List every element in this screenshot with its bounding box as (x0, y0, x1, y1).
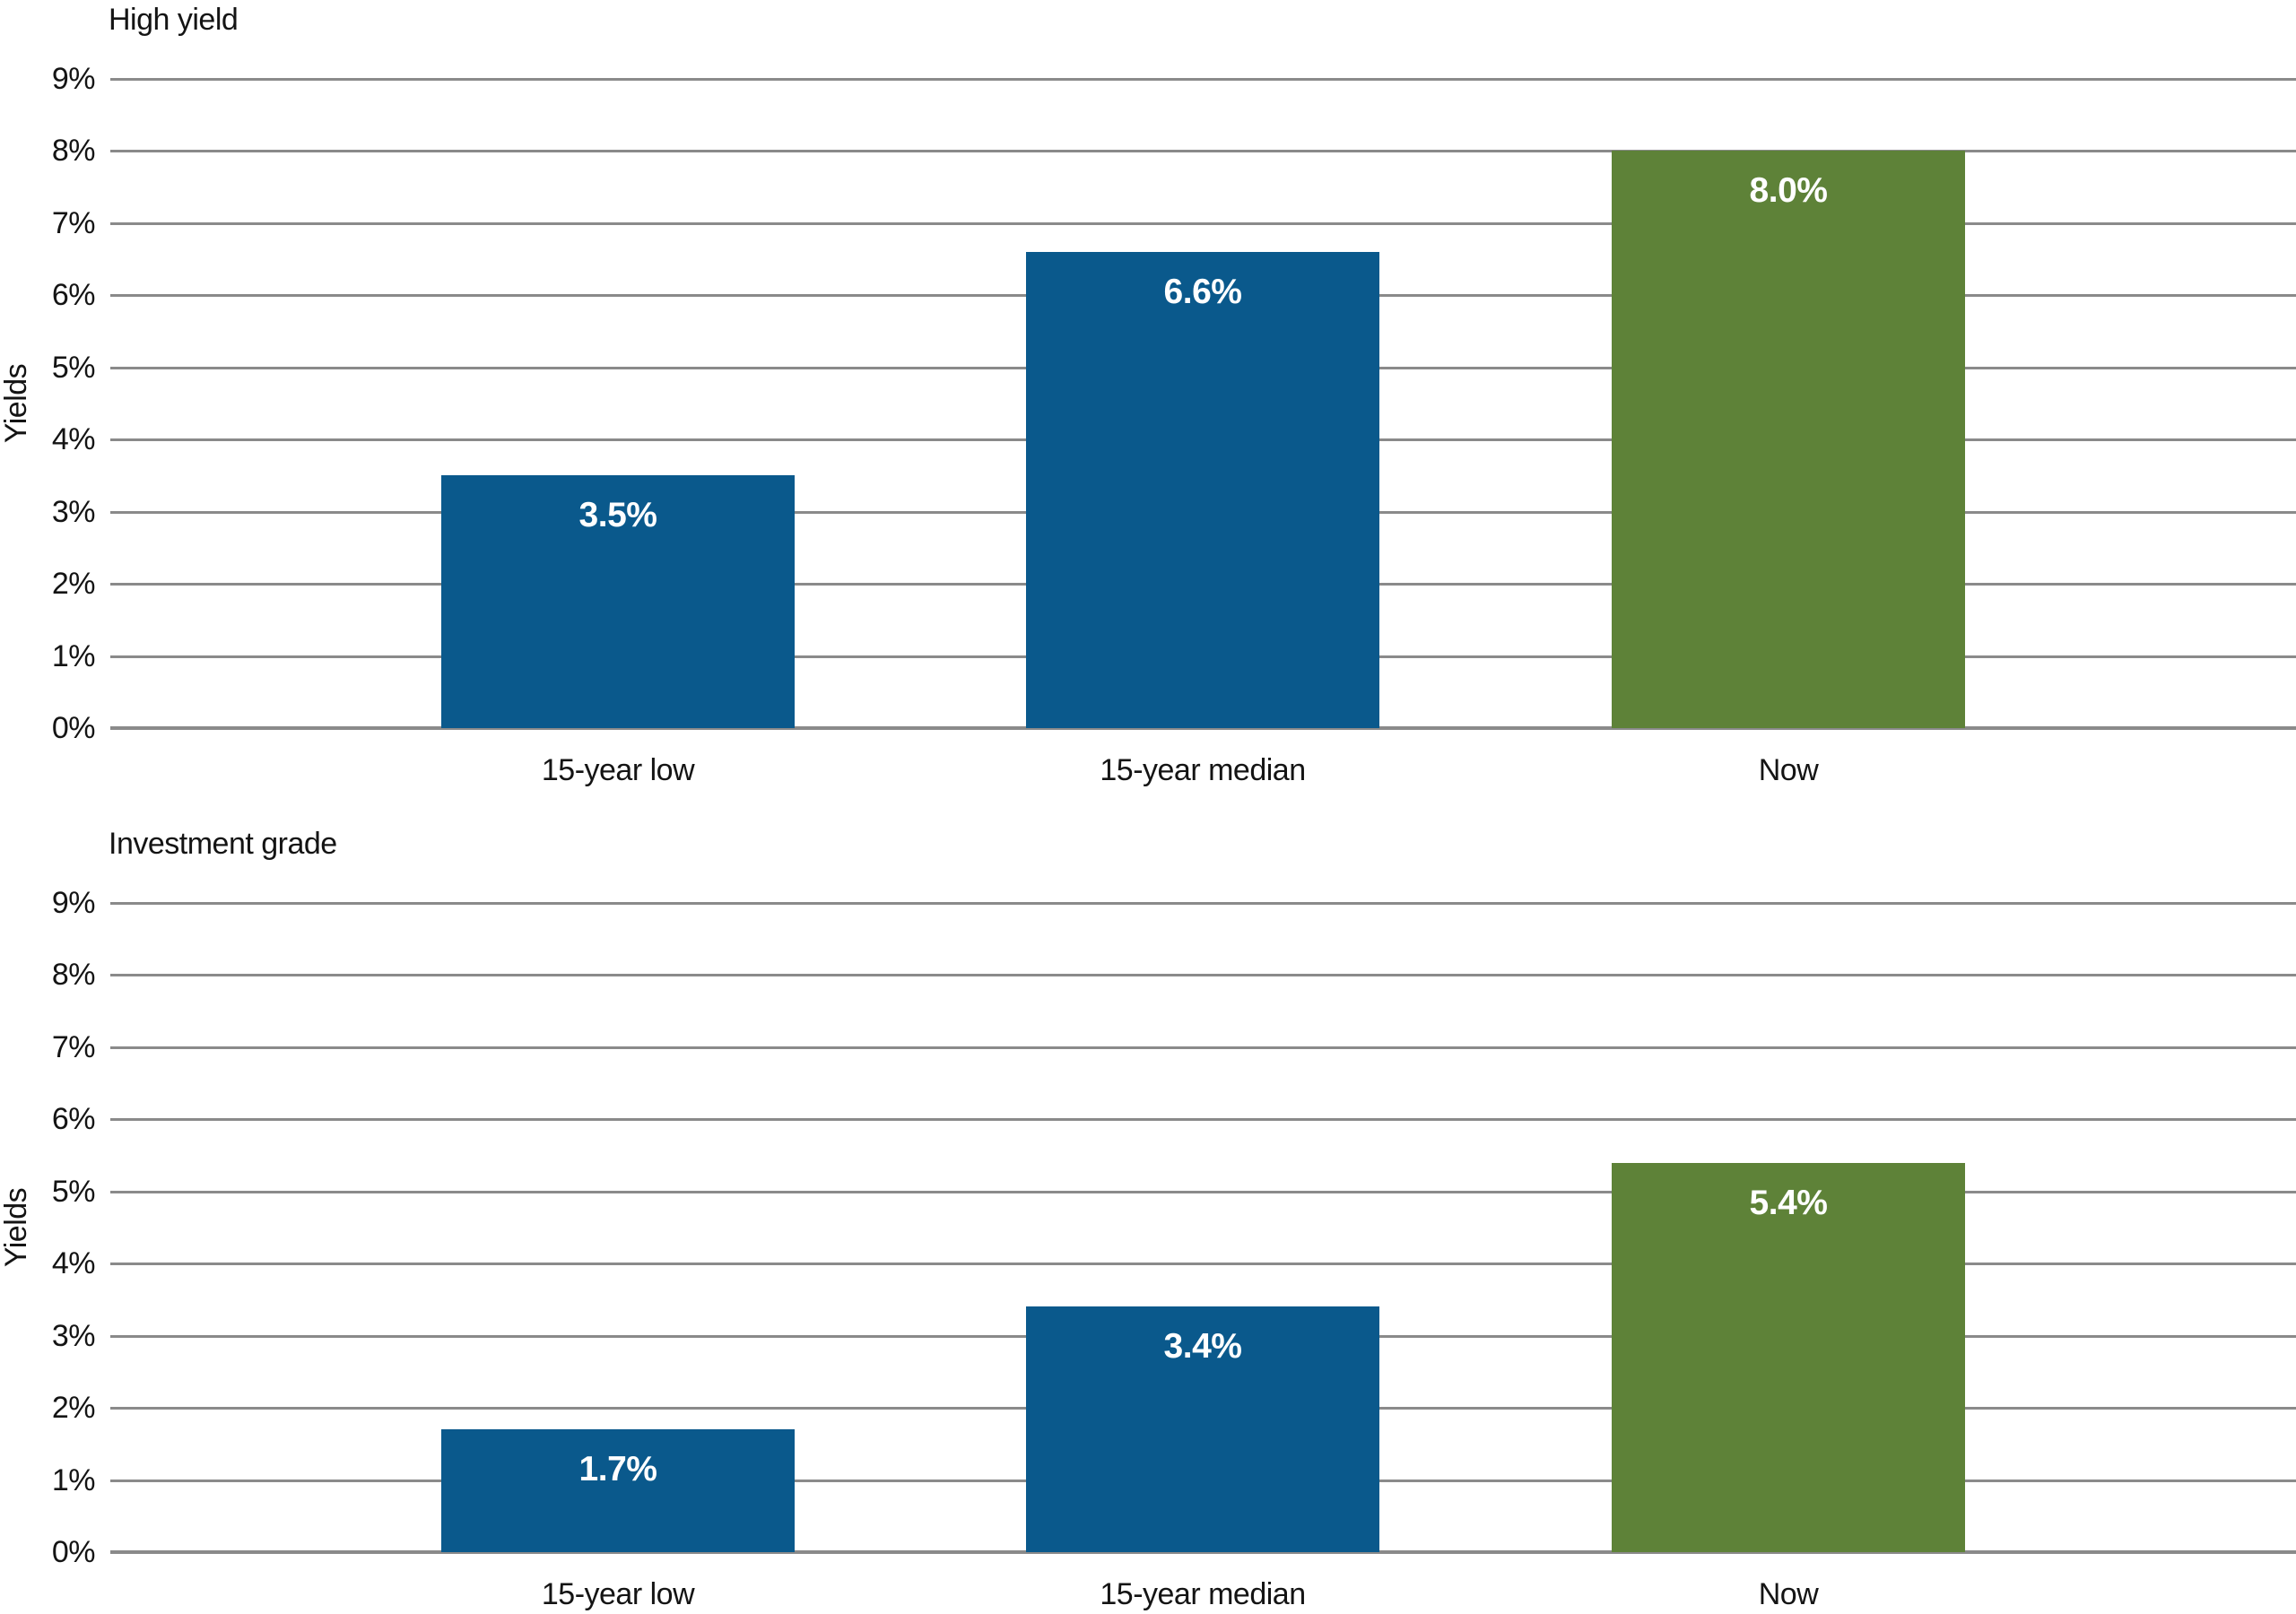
y-tick-label: 9% (51, 62, 96, 96)
y-tick-label: 7% (51, 1030, 96, 1064)
x-category-label: Now (1758, 753, 1819, 787)
gridline-8pct (110, 150, 2296, 152)
y-tick-label: 6% (51, 1102, 96, 1136)
x-category-label: 15-year median (1100, 1577, 1306, 1611)
gridline-7pct (110, 1046, 2296, 1049)
y-axis-title: Yields (0, 1187, 33, 1268)
gridline-4pct (110, 1263, 2296, 1265)
y-tick-label: 3% (51, 1319, 96, 1353)
bar-now (1612, 151, 1965, 728)
y-tick-label: 0% (51, 711, 96, 745)
gridline-7pct (110, 222, 2296, 225)
y-tick-label: 9% (51, 886, 96, 920)
chart-title: Investment grade (109, 827, 337, 861)
x-category-label: 15-year median (1100, 753, 1306, 787)
y-tick-label: 7% (51, 206, 96, 240)
gridline-0pct (110, 726, 2296, 730)
gridline-9pct (110, 78, 2296, 81)
y-tick-label: 5% (51, 351, 96, 385)
y-tick-label: 4% (51, 422, 96, 456)
bar-15-year-median (1026, 252, 1379, 728)
gridline-5pct (110, 1191, 2296, 1193)
bar-15-year-median (1026, 1306, 1379, 1552)
bar-15-year-low (441, 475, 795, 728)
chart-title: High yield (109, 3, 239, 37)
y-tick-label: 3% (51, 495, 96, 529)
y-tick-label: 2% (51, 567, 96, 601)
x-category-label: 15-year low (541, 1577, 695, 1611)
bar-value-label: 3.4% (1163, 1327, 1242, 1366)
bar-now (1612, 1163, 1965, 1552)
gridline-6pct (110, 1118, 2296, 1121)
bar-value-label: 8.0% (1749, 171, 1828, 210)
y-tick-label: 0% (51, 1535, 96, 1569)
y-tick-label: 1% (51, 1463, 96, 1497)
bar-value-label: 1.7% (578, 1450, 657, 1488)
y-tick-label: 8% (51, 958, 96, 992)
gridline-9pct (110, 902, 2296, 905)
bar-value-label: 6.6% (1163, 273, 1242, 311)
y-tick-label: 4% (51, 1246, 96, 1280)
bar-value-label: 5.4% (1749, 1184, 1828, 1222)
gridline-0pct (110, 1550, 2296, 1554)
x-category-label: 15-year low (541, 753, 695, 787)
x-category-label: Now (1758, 1577, 1819, 1611)
y-tick-label: 2% (51, 1391, 96, 1425)
y-tick-label: 5% (51, 1175, 96, 1209)
y-tick-label: 8% (51, 134, 96, 168)
gridline-8pct (110, 974, 2296, 976)
bar-value-label: 3.5% (578, 496, 657, 534)
y-tick-label: 1% (51, 639, 96, 673)
y-tick-label: 6% (51, 278, 96, 312)
bar-15-year-low (441, 1429, 795, 1552)
